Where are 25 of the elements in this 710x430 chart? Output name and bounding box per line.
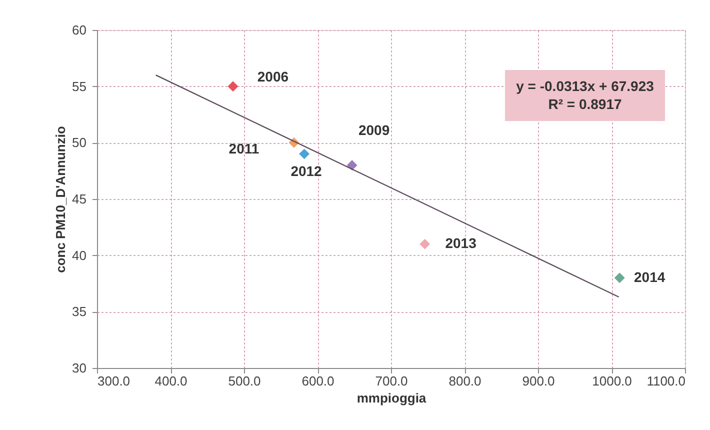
annotation: y = -0.0313x + 67.923 R² = 0.8917 <box>516 78 654 112</box>
annotation: 2012 <box>290 162 322 179</box>
y-tick-label: 45 <box>72 192 86 206</box>
x-tick-label: 1000.0 <box>592 374 632 388</box>
x-tick-label: 1100.0 <box>646 374 686 388</box>
annotation: 2006 <box>257 68 289 84</box>
y-tick-label: 40 <box>72 248 86 263</box>
x-tick-label: 400.0 <box>154 374 188 388</box>
y-tick-label: 35 <box>72 304 86 320</box>
annotation: 2011 <box>228 140 260 157</box>
y-axis-title: conc PM10_D'Annunzio <box>53 126 68 273</box>
y-tick-label: 50 <box>72 135 86 150</box>
x-tick-label: 700.0 <box>375 374 408 388</box>
y-tick-label: 30 <box>72 360 86 376</box>
annotation: 2014 <box>634 268 666 285</box>
annotation: 2009 <box>358 122 390 138</box>
x-tick-label: 900.0 <box>522 374 555 388</box>
y-tick-label: 60 <box>72 22 86 38</box>
x-axis-title: mmpioggia <box>356 390 427 406</box>
x-tick-label: 600.0 <box>302 374 334 388</box>
x-tick-label: 300.0 <box>98 374 130 388</box>
x-tick-label: 500.0 <box>228 374 261 388</box>
y-tick-label: 55 <box>72 78 86 94</box>
annotation: 2013 <box>445 235 477 252</box>
x-tick-label: 800.0 <box>448 374 482 388</box>
